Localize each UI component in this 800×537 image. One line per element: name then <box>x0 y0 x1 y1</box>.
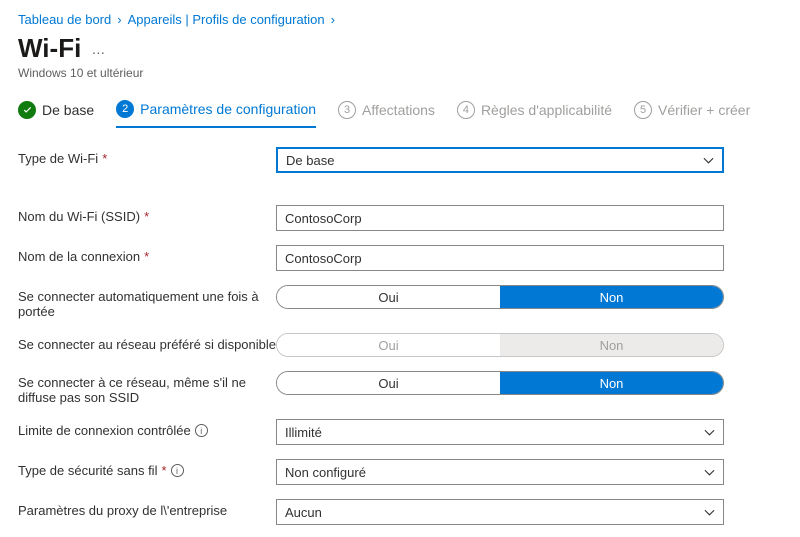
step-configuration[interactable]: 2 Paramètres de configuration <box>116 100 316 128</box>
step-review[interactable]: 5 Vérifier + créer <box>634 101 750 127</box>
label-connect-hidden: Se connecter à ce réseau, même s'il ne d… <box>18 371 276 405</box>
step-assignments[interactable]: 3 Affectations <box>338 101 435 127</box>
info-icon[interactable]: i <box>195 424 208 437</box>
step-number: 3 <box>338 101 356 119</box>
label-metered: Limite de connexion contrôlée i <box>18 419 276 438</box>
select-value: Illimité <box>285 425 322 440</box>
chevron-right-icon: › <box>117 12 121 27</box>
select-value: Non configuré <box>285 465 366 480</box>
toggle-opt-no[interactable]: Non <box>500 286 723 308</box>
select-proxy[interactable]: Aucun <box>276 499 724 525</box>
step-applicability[interactable]: 4 Règles d'applicabilité <box>457 101 612 127</box>
step-basics[interactable]: De base <box>18 101 94 127</box>
step-number: 2 <box>116 100 134 118</box>
step-number: 5 <box>634 101 652 119</box>
wizard-steps: De base 2 Paramètres de configuration 3 … <box>18 100 782 129</box>
label-ssid: Nom du Wi-Fi (SSID)* <box>18 205 276 224</box>
label-auto-connect: Se connecter automatiquement une fois à … <box>18 285 276 319</box>
label-connection-name: Nom de la connexion* <box>18 245 276 264</box>
step-number: 4 <box>457 101 475 119</box>
select-wifi-type[interactable]: De base <box>276 147 724 173</box>
page-title: Wi-Fi <box>18 33 81 64</box>
label-wifi-type: Type de Wi-Fi* <box>18 147 276 166</box>
breadcrumb: Tableau de bord › Appareils | Profils de… <box>18 12 782 27</box>
chevron-down-icon <box>703 155 714 166</box>
toggle-opt-yes[interactable]: Oui <box>277 372 500 394</box>
step-label: Vérifier + créer <box>658 102 750 118</box>
input-connection-name[interactable]: ContosoCorp <box>276 245 724 271</box>
label-proxy: Paramètres du proxy de l\'entreprise <box>18 499 276 518</box>
required-marker: * <box>102 151 107 166</box>
toggle-connect-hidden[interactable]: Oui Non <box>276 371 724 395</box>
step-label: Affectations <box>362 102 435 118</box>
toggle-prefer-network: Oui Non <box>276 333 724 357</box>
chevron-right-icon: › <box>331 12 335 27</box>
info-icon[interactable]: i <box>171 464 184 477</box>
chevron-down-icon <box>704 467 715 478</box>
step-label: De base <box>42 102 94 118</box>
config-form: Type de Wi-Fi* De base Nom du Wi-Fi (SSI… <box>18 147 782 525</box>
select-security[interactable]: Non configuré <box>276 459 724 485</box>
select-value: De base <box>286 153 334 168</box>
toggle-opt-no[interactable]: Non <box>500 372 723 394</box>
input-value: ContosoCorp <box>285 251 362 266</box>
page-header: Wi-Fi … <box>18 33 782 64</box>
toggle-opt-no: Non <box>500 334 723 356</box>
step-label: Règles d'applicabilité <box>481 102 612 118</box>
input-value: ContosoCorp <box>285 211 362 226</box>
breadcrumb-link-dashboard[interactable]: Tableau de bord <box>18 12 111 27</box>
toggle-opt-yes[interactable]: Oui <box>277 286 500 308</box>
check-icon <box>18 101 36 119</box>
input-ssid[interactable]: ContosoCorp <box>276 205 724 231</box>
toggle-auto-connect[interactable]: Oui Non <box>276 285 724 309</box>
page-subtitle: Windows 10 et ultérieur <box>18 66 782 80</box>
select-metered[interactable]: Illimité <box>276 419 724 445</box>
chevron-down-icon <box>704 507 715 518</box>
step-label: Paramètres de configuration <box>140 101 316 117</box>
label-prefer-network: Se connecter au réseau préféré si dispon… <box>18 333 276 352</box>
select-value: Aucun <box>285 505 322 520</box>
required-marker: * <box>144 209 149 224</box>
required-marker: * <box>144 249 149 264</box>
toggle-opt-yes: Oui <box>277 334 500 356</box>
chevron-down-icon <box>704 427 715 438</box>
required-marker: * <box>161 463 166 478</box>
label-security: Type de sécurité sans fil* i <box>18 459 276 478</box>
breadcrumb-link-profiles[interactable]: Appareils | Profils de configuration <box>128 12 325 27</box>
more-actions-button[interactable]: … <box>91 41 105 57</box>
